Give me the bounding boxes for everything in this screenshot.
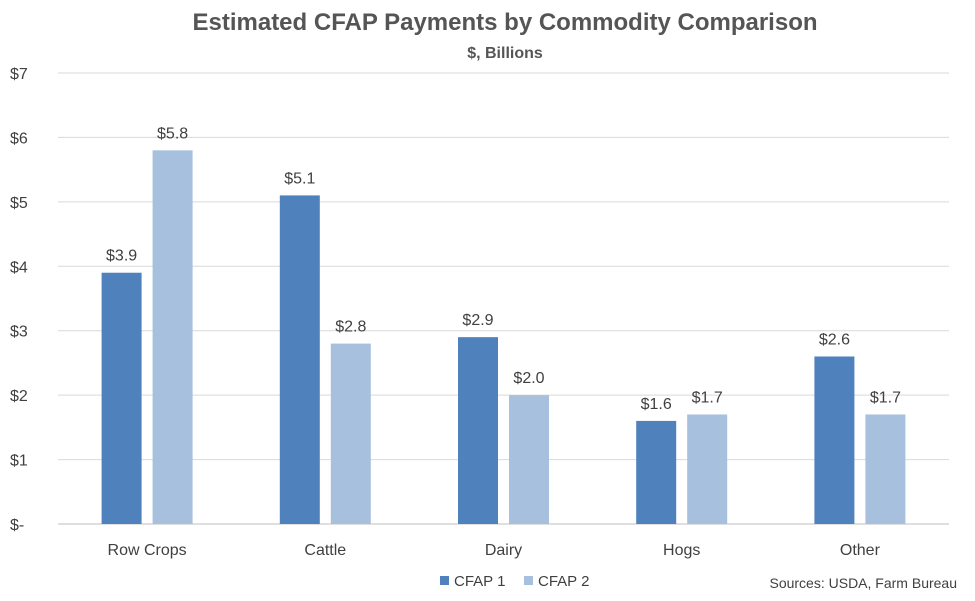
source-note: Sources: USDA, Farm Bureau [769, 575, 957, 591]
data-label: $1.6 [641, 396, 672, 413]
x-tick-label: Cattle [304, 542, 346, 559]
data-label: $1.7 [870, 389, 901, 406]
legend-swatch [524, 576, 533, 585]
data-label: $2.0 [513, 370, 544, 387]
bar [330, 343, 371, 524]
legend-swatch [440, 576, 449, 585]
chart-subtitle: $, Billions [467, 45, 543, 62]
x-tick-label: Dairy [485, 542, 522, 559]
data-labels: $3.9 $5.8 $5.1 $2.8 $2.9 $2.0 $1.6 $1.7 $2.6 $1.7 [106, 125, 901, 413]
bar [152, 150, 193, 525]
x-tick-label: Hogs [663, 542, 700, 559]
x-tick-label: Row Crops [108, 542, 187, 559]
y-tick-label: $3 [10, 324, 28, 341]
x-tick-label: Other [840, 542, 881, 559]
y-tick-label: $7 [10, 66, 28, 83]
bar [814, 356, 855, 524]
bar [509, 395, 549, 524]
y-tick-label: $1 [10, 453, 28, 470]
bar [636, 420, 677, 524]
chart-title: Estimated CFAP Payments by Commodity Com… [192, 9, 817, 36]
bar [279, 195, 320, 524]
bar [687, 414, 728, 524]
legend-label: CFAP 2 [538, 573, 589, 590]
y-tick-label: $- [10, 517, 24, 534]
y-tick-label: $5 [10, 195, 28, 212]
y-tick-label: $2 [10, 388, 28, 405]
y-tick-label: $6 [10, 130, 28, 147]
bar [865, 414, 906, 524]
y-axis-ticks: $- $1 $2 $3 $4 $5 $6 $7 [10, 66, 28, 534]
data-label: $2.6 [819, 331, 850, 348]
data-label: $2.8 [335, 319, 366, 336]
data-label: $2.9 [462, 312, 493, 329]
bars [101, 150, 906, 525]
data-label: $3.9 [106, 248, 137, 265]
gridlines [58, 72, 949, 525]
x-axis-ticks: Row Crops Cattle Dairy Hogs Other [108, 542, 881, 559]
bar [101, 272, 142, 524]
bar [458, 337, 498, 524]
y-tick-label: $4 [10, 259, 28, 276]
data-label: $5.8 [157, 125, 188, 142]
legend: CFAP 1 CFAP 2 [440, 573, 589, 590]
data-label: $5.1 [284, 170, 315, 187]
legend-label: CFAP 1 [454, 573, 505, 590]
data-label: $1.7 [692, 389, 723, 406]
